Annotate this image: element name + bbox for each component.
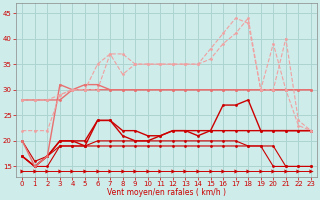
X-axis label: Vent moyen/en rafales ( km/h ): Vent moyen/en rafales ( km/h ) (107, 188, 226, 197)
